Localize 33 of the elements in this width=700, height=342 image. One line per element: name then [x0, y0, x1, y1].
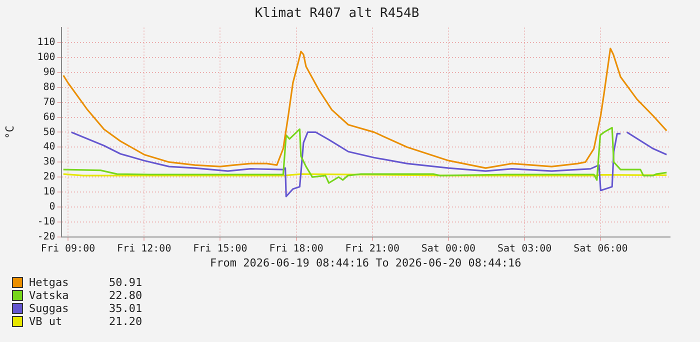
- y-tick-label: 40: [43, 142, 56, 153]
- y-tick-label: 100: [37, 52, 56, 64]
- legend-label: Hetgas: [29, 276, 70, 289]
- legend-label: Suggas: [29, 302, 70, 315]
- x-tick-label: Fri 15:00: [193, 243, 248, 254]
- y-tick-label: 20: [43, 172, 56, 183]
- x-tick-label: Sat 00:00: [421, 243, 476, 254]
- text: 21.20: [109, 315, 142, 328]
- legend-label: VB ut: [29, 315, 64, 328]
- x-tick-label: Sat 06:00: [574, 243, 628, 254]
- y-tick-label: 90: [43, 67, 56, 78]
- legend-label: Vatska: [29, 289, 70, 302]
- chart-title: Klimat R407 alt R454B: [254, 6, 420, 22]
- y-tick-label: 10: [43, 186, 56, 198]
- x-axis-title: From 2026-06-19 08:44:16 To 2026-06-20 08:44:16: [210, 256, 522, 270]
- y-tick-label: 0: [49, 202, 56, 213]
- y-tick-label: 110: [37, 37, 56, 48]
- x-tick-label: Fri 09:00: [40, 243, 96, 254]
- y-tick-label: -20: [37, 231, 56, 242]
- y-tick-label: 60: [43, 112, 56, 123]
- y-tick-label: -10: [37, 216, 56, 228]
- x-tick-label: Fri 18:00: [269, 243, 324, 254]
- x-tick-label: Sat 03:00: [497, 243, 552, 254]
- x-tick-label: Fri 21:00: [345, 243, 400, 254]
- y-tick-label: 50: [43, 126, 56, 138]
- text: 22.80: [109, 289, 142, 302]
- y-tick-label: 30: [43, 156, 56, 168]
- x-tick-label: Fri 12:00: [117, 243, 172, 254]
- y-axis-title: °C: [3, 126, 16, 139]
- y-tick-label: 70: [43, 96, 56, 108]
- text: 50.91: [109, 276, 142, 289]
- y-tick-label: 80: [43, 82, 56, 93]
- text: 35.01: [109, 302, 142, 315]
